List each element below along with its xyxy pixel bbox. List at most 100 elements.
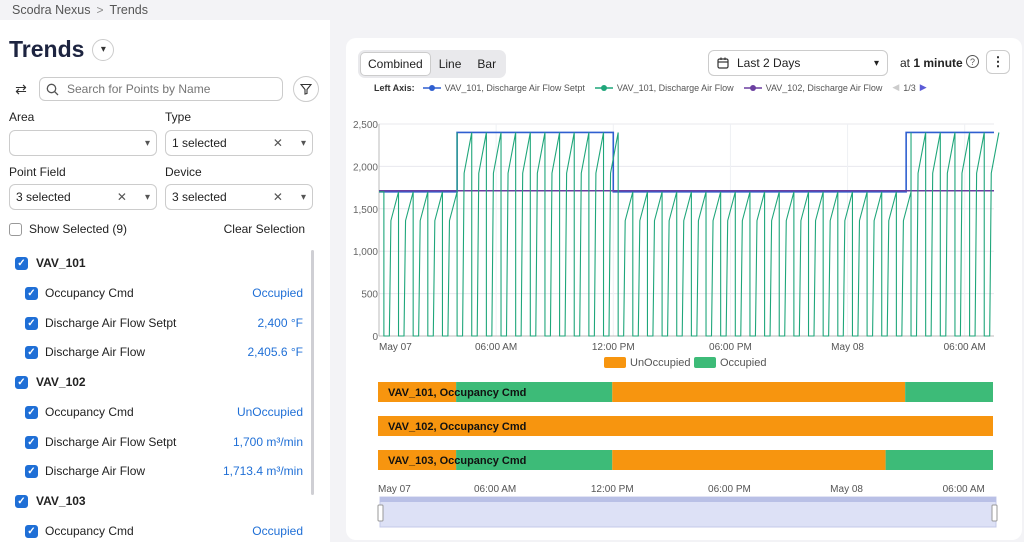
point-row[interactable]: ✓ Occupancy Cmd UnOccupied	[25, 405, 303, 419]
view-line-button[interactable]: Line	[438, 57, 462, 71]
timeline-segment	[456, 382, 613, 402]
device-row[interactable]: ✓ VAV_103	[15, 494, 86, 508]
timeline-legend-label: UnOccupied	[630, 357, 691, 369]
timeline-segment	[612, 382, 906, 402]
area-label: Area	[9, 110, 35, 124]
point-value: Occupied	[252, 286, 303, 300]
search-input[interactable]	[65, 81, 269, 97]
filter-icon	[300, 83, 312, 95]
sidebar-scrollbar[interactable]	[311, 250, 314, 495]
x-tick-label: May 07	[379, 342, 412, 353]
chevron-down-icon: ▾	[144, 191, 150, 203]
legend-marker	[422, 84, 441, 91]
check-icon[interactable]: ✓	[15, 375, 28, 389]
y-tick-label: 500	[361, 290, 378, 301]
type-label: Type	[165, 110, 192, 124]
legend-marker	[743, 84, 762, 91]
check-icon[interactable]: ✓	[25, 345, 38, 359]
clear-icon[interactable]: ✕	[116, 190, 127, 204]
device-select[interactable]: 3 selected ✕ ▾	[165, 184, 313, 210]
legend-item[interactable]: VAV_101, Discharge Air Flow	[594, 83, 734, 93]
type-select[interactable]: 1 selected ✕ ▾	[165, 130, 313, 156]
view-bar-button[interactable]: Bar	[477, 57, 497, 71]
series-line-vav101-flow	[379, 132, 1000, 337]
chart-legend: Left Axis: VAV_101, Discharge Air Flow S…	[374, 82, 927, 93]
check-icon[interactable]: ✓	[25, 435, 38, 449]
time-range-select[interactable]: Last 2 Days ▾	[708, 50, 888, 76]
show-selected-label: Show Selected (9)	[29, 222, 128, 236]
title-menu-button[interactable]: ▾	[92, 38, 115, 61]
calendar-icon	[717, 57, 729, 69]
breadcrumb-current: Trends	[109, 3, 148, 17]
chevron-down-icon: ▾	[100, 44, 106, 55]
timeline-row-label: VAV_102, Occupancy Cmd	[388, 421, 526, 433]
clear-icon[interactable]: ✕	[272, 190, 283, 204]
page-title: Trends	[9, 36, 85, 62]
search-icon	[46, 83, 59, 95]
interval-select[interactable]: at 1 minute	[900, 56, 963, 70]
check-icon[interactable]: ✓	[15, 256, 28, 270]
legend-marker	[594, 84, 613, 91]
point-field-select[interactable]: 3 selected ✕ ▾	[9, 184, 157, 210]
legend-prev-icon[interactable]: ◀	[892, 82, 900, 92]
point-row[interactable]: ✓ Occupancy Cmd Occupied	[25, 286, 303, 300]
timeline-segment	[378, 416, 993, 436]
check-icon[interactable]: ✓	[25, 316, 38, 330]
chevron-down-icon: ▾	[300, 191, 306, 203]
filter-button[interactable]	[293, 76, 319, 102]
x-tick-label: 12:00 PM	[592, 342, 635, 353]
check-icon[interactable]: ✓	[15, 494, 28, 508]
x-tick-label: May 08	[830, 484, 863, 495]
clear-selection-button[interactable]: Clear Selection	[223, 222, 305, 236]
check-icon[interactable]: ✓	[25, 286, 38, 300]
breadcrumb-root[interactable]: Scodra Nexus	[12, 3, 91, 17]
timeline-segment	[378, 450, 457, 470]
point-value: 1,700 m³/min	[232, 435, 303, 449]
legend-item[interactable]: VAV_102, Discharge Air Flow	[743, 83, 882, 93]
area-select[interactable]: ▾	[9, 130, 157, 156]
x-tick-label: 12:00 PM	[591, 484, 634, 495]
timeline-segment	[378, 382, 457, 402]
check-icon[interactable]: ✓	[25, 524, 38, 538]
timeline-row-label: VAV_101, Occupancy Cmd	[388, 387, 526, 399]
range-navigator	[379, 496, 997, 528]
x-tick-label: 06:00 AM	[474, 484, 516, 495]
x-tick-label: 06:00 AM	[943, 484, 985, 495]
kebab-icon[interactable]: ⋮	[986, 50, 1010, 74]
series-line-vav101-setpt	[379, 131, 994, 193]
point-row[interactable]: ✓ Discharge Air Flow 1,713.4 m³/min	[25, 464, 303, 478]
x-tick-label: 06:00 AM	[944, 342, 986, 353]
legend-next-icon[interactable]: ▶	[919, 82, 927, 92]
device-row[interactable]: ✓ VAV_101	[15, 256, 86, 270]
timeline-segment	[905, 382, 993, 402]
show-selected-checkbox[interactable]	[9, 222, 22, 236]
point-row[interactable]: ✓ Discharge Air Flow 2,405.6 °F	[25, 345, 303, 359]
check-icon[interactable]: ✓	[25, 464, 38, 478]
point-row[interactable]: ✓ Discharge Air Flow Setpt 2,400 °F	[25, 316, 303, 330]
range-handle-left	[377, 504, 384, 522]
points-sidebar: Trends ▾ ⇄ Area ▾ Type 1 selected ✕ ▾ Po…	[0, 20, 330, 542]
x-tick-label: May 07	[378, 484, 411, 495]
timeline-row-label: VAV_103, Occupancy Cmd	[388, 455, 526, 467]
search-box	[39, 77, 283, 101]
view-combined-button[interactable]: Combined	[360, 52, 431, 76]
sliders-icon[interactable]: ⇄	[15, 80, 27, 97]
x-tick-label: 06:00 AM	[475, 342, 517, 353]
point-row[interactable]: ✓ Discharge Air Flow Setpt 1,700 m³/min	[25, 435, 303, 449]
timeline-segment	[885, 450, 993, 470]
device-row[interactable]: ✓ VAV_102	[15, 375, 86, 389]
device-label: Device	[165, 165, 202, 179]
timeline-segment	[612, 450, 886, 470]
view-mode-toggle: Combined Line Bar	[358, 50, 507, 78]
question-circle-icon[interactable]: ?	[966, 55, 979, 68]
legend-page: 1/3	[903, 82, 916, 93]
range-navigator-bar	[380, 497, 996, 502]
timeline-legend-label: Occupied	[720, 357, 766, 369]
chevron-right-icon: >	[96, 3, 104, 17]
y-tick-label: 1,500	[353, 205, 378, 216]
check-icon[interactable]: ✓	[25, 405, 38, 419]
legend-item[interactable]: VAV_101, Discharge Air Flow Setpt	[422, 83, 585, 93]
point-row[interactable]: ✓ Occupancy Cmd Occupied	[25, 524, 303, 538]
clear-icon[interactable]: ✕	[272, 136, 283, 150]
timeline-legend-swatch	[604, 357, 626, 368]
